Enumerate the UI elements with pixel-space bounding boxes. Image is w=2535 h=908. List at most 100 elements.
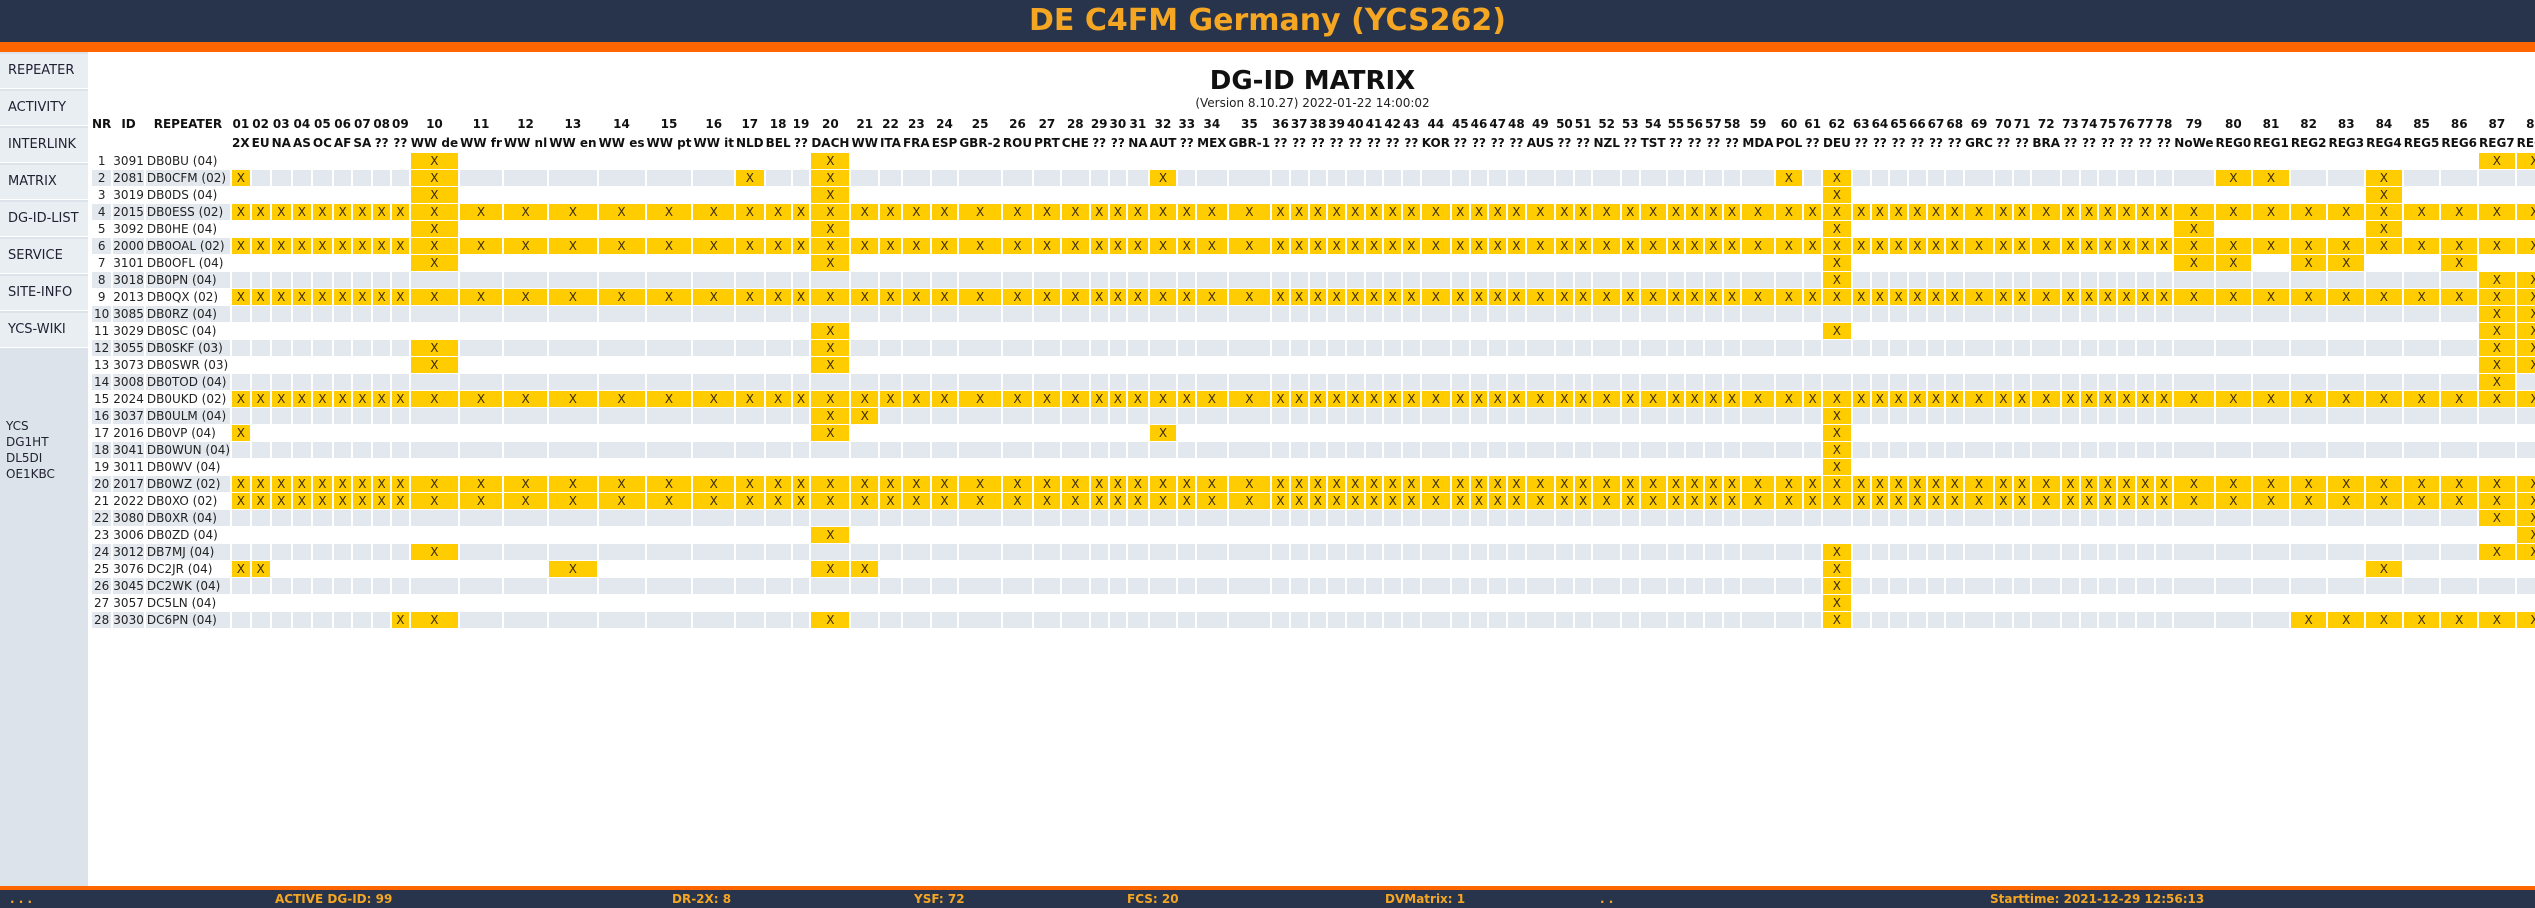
repeater-name-cell[interactable]: DC2WK (04)	[145, 578, 231, 594]
repeater-name-cell[interactable]: DC5LN (04)	[146, 596, 217, 610]
dgid-active-cell: X	[851, 238, 878, 254]
repeater-name-cell[interactable]: DB0WV (04)	[146, 460, 221, 474]
dgid-empty-cell	[1365, 510, 1383, 526]
dgid-empty-cell	[2441, 561, 2477, 577]
repeater-name-cell[interactable]: DB0UKD (02)	[146, 392, 227, 406]
dgid-empty-cell	[1150, 357, 1177, 373]
dgid-empty-cell	[2137, 357, 2154, 373]
dgid-empty-cell	[1946, 459, 1963, 475]
dgid-active-cell: X	[1704, 391, 1722, 407]
dgid-active-cell: X	[2479, 153, 2515, 169]
dgid-empty-cell	[1742, 340, 1774, 356]
dgid-empty-cell	[1575, 357, 1592, 373]
dgid-active-cell: X	[2516, 544, 2535, 560]
repeater-name-cell[interactable]: DB0WZ (02)	[145, 476, 231, 492]
dgid-active-cell: X	[2013, 238, 2031, 254]
column-header-dgid: 03	[272, 117, 290, 131]
repeater-name-cell[interactable]: DB0ESS (02)	[145, 204, 231, 220]
sidebar-item-repeater[interactable]: REPEATER	[0, 54, 88, 89]
dgid-empty-cell	[903, 153, 930, 169]
repeater-name-cell[interactable]: DB0TOD (04)	[145, 374, 231, 390]
dgid-empty-cell	[693, 340, 734, 356]
dgid-empty-cell	[1872, 561, 1889, 577]
repeater-name-cell[interactable]: DB0BU (04)	[146, 154, 218, 168]
dgid-active-cell: X	[1489, 289, 1507, 305]
dgid-empty-cell	[2174, 595, 2213, 611]
dgid-empty-cell	[959, 527, 1001, 543]
dgid-empty-cell	[1946, 255, 1963, 271]
dgid-empty-cell	[2366, 578, 2402, 594]
sidebar-item-matrix[interactable]: MATRIX	[0, 165, 88, 200]
repeater-name-cell[interactable]: DB0DS (04)	[146, 188, 218, 202]
dgid-empty-cell	[1110, 527, 1127, 543]
repeater-name-cell[interactable]: DC6PN (04)	[145, 612, 231, 628]
sidebar-item-site-info[interactable]: SITE-INFO	[0, 276, 88, 311]
dgid-empty-cell	[1403, 221, 1420, 237]
dgid-active-cell: X	[792, 391, 810, 407]
repeater-name-cell[interactable]: DB0PN (04)	[145, 272, 231, 288]
dgid-active-cell: X	[1742, 391, 1774, 407]
dgid-empty-cell	[1527, 595, 1554, 611]
dgid-empty-cell	[647, 527, 692, 543]
dgid-empty-cell	[931, 578, 958, 594]
repeater-name-cell[interactable]: DB0QX (02)	[146, 290, 219, 304]
sidebar-item-ycs-wiki[interactable]: YCS-WIKI	[0, 313, 88, 348]
dgid-active-cell: X	[271, 493, 291, 509]
repeater-name-cell[interactable]: DB0CFM (02)	[145, 170, 231, 186]
dgid-empty-cell	[1705, 221, 1722, 237]
dgid-empty-cell	[1034, 323, 1060, 339]
dgid-empty-cell	[1965, 340, 1993, 356]
dgid-empty-cell	[1061, 272, 1089, 288]
dgid-empty-cell	[1853, 459, 1870, 475]
dgid-empty-cell	[811, 442, 850, 458]
dgid-empty-cell	[2156, 425, 2173, 441]
sidebar-item-dg-id-list[interactable]: DG-ID-LIST	[0, 202, 88, 237]
dgid-empty-cell	[1508, 578, 1525, 594]
repeater-name-cell[interactable]: DB0ZD (04)	[146, 528, 218, 542]
dgid-active-cell: X	[373, 204, 391, 220]
repeater-name-cell[interactable]: DC2JR (04)	[146, 562, 213, 576]
repeater-name-cell[interactable]: DB0SC (04)	[146, 324, 217, 338]
repeater-name-cell[interactable]: DB0XO (02)	[146, 494, 218, 508]
dgid-active-cell: X	[851, 408, 878, 424]
dgid-empty-cell	[251, 510, 270, 526]
dgid-empty-cell	[2155, 442, 2173, 458]
repeater-name-cell[interactable]: DB0SKF (03)	[145, 340, 231, 356]
repeater-name-cell[interactable]: DB0HE (04)	[146, 222, 218, 236]
dgid-empty-cell	[2404, 357, 2440, 373]
repeater-name-cell[interactable]: DB0VP (04)	[146, 426, 216, 440]
column-header-dgid: 42	[1384, 117, 1402, 131]
sidebar-item-activity[interactable]: ACTIVITY	[0, 91, 88, 126]
dgid-empty-cell	[1508, 425, 1525, 441]
dgid-empty-cell	[736, 595, 764, 611]
dgid-empty-cell	[1290, 374, 1308, 390]
dgid-active-cell: X	[646, 289, 692, 305]
dgid-active-cell: X	[2403, 476, 2440, 492]
dgid-empty-cell	[312, 510, 332, 526]
repeater-name-cell[interactable]: DB0OAL (02)	[145, 238, 231, 254]
dgid-empty-cell	[353, 272, 372, 288]
repeater-name-cell[interactable]: DB0OFL (04)	[146, 256, 224, 270]
sidebar-item-interlink[interactable]: INTERLINK	[0, 128, 88, 163]
dgid-active-cell: X	[1328, 238, 1345, 254]
dgid-empty-cell	[2062, 527, 2079, 543]
repeater-name-cell[interactable]: DB0RZ (04)	[145, 306, 231, 322]
dgid-active-cell: X	[2013, 391, 2031, 407]
dgid-empty-cell	[2403, 578, 2440, 594]
repeater-name-cell[interactable]: DB0WUN (04)	[145, 442, 231, 458]
dgid-empty-cell	[1489, 527, 1506, 543]
dgid-empty-cell	[959, 153, 1001, 169]
dgid-empty-cell	[693, 221, 734, 237]
dgid-active-cell: X	[646, 476, 692, 492]
sidebar-item-service[interactable]: SERVICE	[0, 239, 88, 274]
dgid-empty-cell	[312, 442, 332, 458]
row-id-cell: 3057	[113, 596, 144, 610]
repeater-name-cell[interactable]: DB7MJ (04)	[145, 544, 231, 560]
dgid-empty-cell	[1489, 561, 1506, 577]
dgid-empty-cell	[1228, 272, 1271, 288]
dgid-empty-cell	[1908, 170, 1926, 186]
repeater-name-cell[interactable]: DB0SWR (03)	[146, 358, 229, 372]
repeater-name-cell[interactable]: DB0ULM (04)	[145, 408, 231, 424]
repeater-name-cell[interactable]: DB0XR (04)	[145, 510, 231, 526]
dgid-empty-cell	[766, 153, 791, 169]
